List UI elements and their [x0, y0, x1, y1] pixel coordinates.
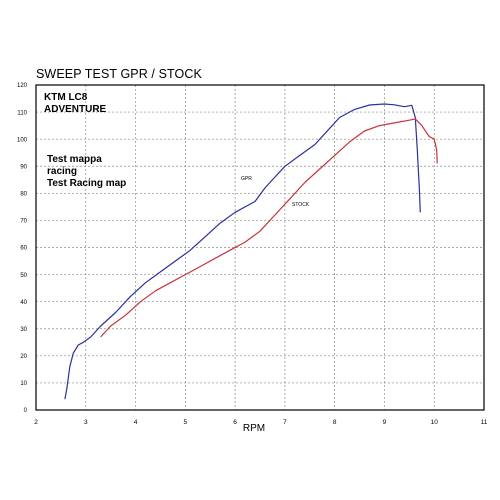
- y-tick-label: 110: [17, 110, 27, 116]
- series-label-gpr: GPR: [241, 176, 252, 182]
- y-tick-label: 120: [17, 83, 28, 89]
- series-line-gpr: [64, 103, 421, 400]
- y-tick-label: 100: [17, 137, 28, 143]
- y-tick-label: 20: [20, 354, 27, 360]
- annotation-model-line2: ADVENTURE: [44, 104, 107, 115]
- x-tick-label: 6: [233, 419, 237, 426]
- series-label-stock: STOCK: [292, 202, 310, 208]
- x-tick-label: 2: [34, 419, 38, 426]
- x-tick-label: 10: [431, 419, 439, 426]
- y-tick-label: 10: [20, 381, 27, 387]
- y-tick-label: 70: [20, 219, 27, 225]
- x-tick-label: 8: [333, 419, 337, 426]
- y-tick-label: 40: [20, 300, 27, 306]
- x-tick-label: 9: [383, 419, 387, 426]
- plot-frame: [35, 84, 485, 411]
- x-tick-label: 3: [84, 419, 88, 426]
- series-layer: [64, 103, 438, 400]
- annotation-test-line1: Test mappa: [47, 154, 102, 165]
- y-tick-label: 90: [20, 164, 27, 170]
- y-tick-label: 60: [20, 246, 27, 252]
- x-tick-label: 5: [184, 419, 188, 426]
- x-tick-label: 7: [283, 419, 287, 426]
- series-line-stock: [100, 118, 438, 338]
- x-axis-label: RPM: [243, 423, 265, 434]
- x-tick-label: 4: [134, 419, 138, 426]
- y-tick-label: 80: [20, 192, 27, 198]
- grid-layer: [36, 85, 484, 410]
- chart-title: SWEEP TEST GPR / STOCK: [36, 67, 202, 81]
- annotation-test-line2: racing: [47, 166, 77, 177]
- y-tick-label: 0: [24, 408, 28, 414]
- annotation-model-line1: KTM LC8: [44, 92, 88, 103]
- x-tick-label: 11: [481, 419, 488, 426]
- annotation-test-line3: Test Racing map: [47, 178, 126, 189]
- y-tick-label: 30: [20, 327, 27, 333]
- y-tick-label: 50: [20, 273, 27, 279]
